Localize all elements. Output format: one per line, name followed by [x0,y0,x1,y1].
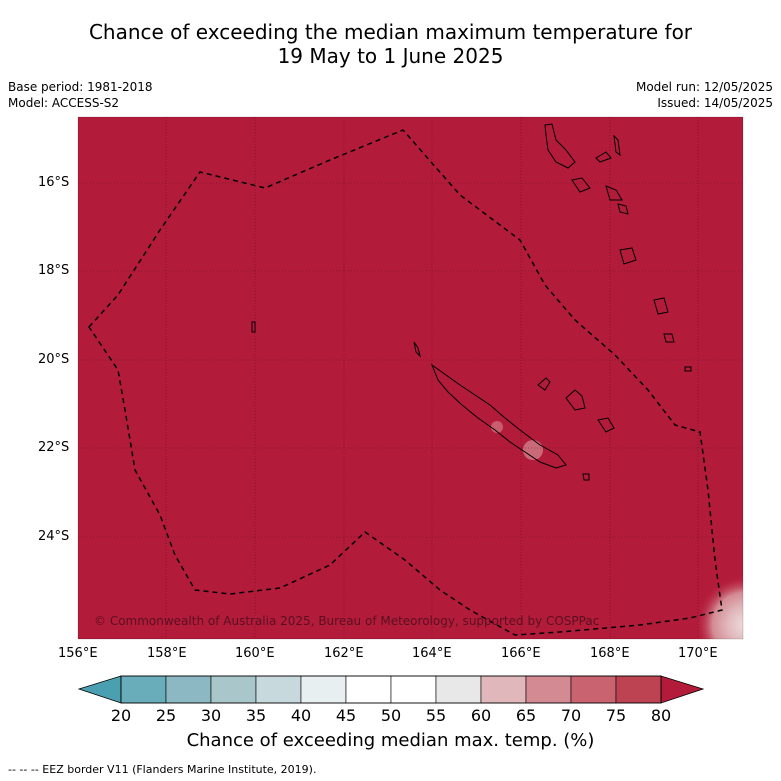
colorbar-segment [435,675,482,704]
lat-label-24s: 24°S [38,529,70,544]
island [595,151,612,163]
island [653,297,669,315]
island [544,123,576,169]
colorbar-over-triangle [660,675,705,704]
probability-hotspot-small [491,421,503,433]
lon-label-168e: 168°E [590,646,630,661]
colorbar-tick: 50 [380,706,402,725]
island [571,177,591,193]
lat-label-18s: 18°S [38,263,70,278]
eez-legend: -- -- -- EEZ border V11 (Flanders Marine… [8,763,317,776]
colorbar [120,675,662,704]
colorbar-tick: 55 [425,706,447,725]
map-copyright: © Commonwealth of Australia 2025, Bureau… [94,614,600,628]
lat-label-16s: 16°S [38,175,70,190]
colorbar-segment [390,675,437,704]
colorbar-under-triangle [77,675,122,704]
probability-hotspot-small [523,440,543,460]
island [537,377,551,391]
lon-label-170e: 170°E [678,646,718,661]
colorbar-tick: 40 [290,706,312,725]
colorbar-tick: 25 [155,706,177,725]
colorbar-tick: 60 [470,706,492,725]
island [619,247,637,265]
colorbar-segment [300,675,347,704]
lon-label-156e: 156°E [58,646,98,661]
probability-hotspot [695,575,743,639]
map-gridlines [78,117,743,639]
colorbar-segment [165,675,212,704]
lon-label-164e: 164°E [412,646,452,661]
island [251,321,256,333]
new-caledonia-island [430,363,567,469]
island [684,366,692,372]
colorbar-label: Chance of exceeding median max. temp. (%… [186,730,595,751]
colorbar-segment [120,675,167,704]
model-name: Model: ACCESS-S2 [8,96,120,110]
colorbar-tick: 75 [605,706,627,725]
colorbar-tick: 30 [200,706,222,725]
island [413,341,421,358]
map-area [78,117,743,639]
map-title-line1: Chance of exceeding the median maximum t… [88,20,693,44]
island [663,333,675,343]
lat-label-20s: 20°S [38,352,70,367]
colorbar-tick: 80 [650,706,672,725]
colorbar-segment [345,675,392,704]
lat-label-22s: 22°S [38,440,70,455]
map-title-line2: 19 May to 1 June 2025 [277,44,504,68]
colorbar-segment [480,675,527,704]
colorbar-segment [255,675,302,704]
colorbar-tick: 45 [335,706,357,725]
eez-border [88,129,723,636]
lon-label-160e: 160°E [235,646,275,661]
colorbar-segment [525,675,572,704]
model-run: Model run: 12/05/2025 [635,80,773,94]
colorbar-tick: 70 [560,706,582,725]
island [565,389,586,411]
island [582,473,590,481]
colorbar-tick: 35 [245,706,267,725]
island [613,134,621,157]
lon-label-158e: 158°E [147,646,187,661]
issued-date: Issued: 14/05/2025 [657,96,773,110]
lon-label-166e: 166°E [501,646,541,661]
island [597,417,615,433]
colorbar-tick: 20 [110,706,132,725]
colorbar-segment [210,675,257,704]
island [617,203,629,215]
map-frame [77,116,744,640]
base-period: Base period: 1981-2018 [8,80,153,94]
lon-label-162e: 162°E [324,646,364,661]
colorbar-segment [570,675,617,704]
island [605,185,623,201]
colorbar-frame [120,675,662,704]
colorbar-tick: 65 [515,706,537,725]
colorbar-segment [615,675,662,704]
